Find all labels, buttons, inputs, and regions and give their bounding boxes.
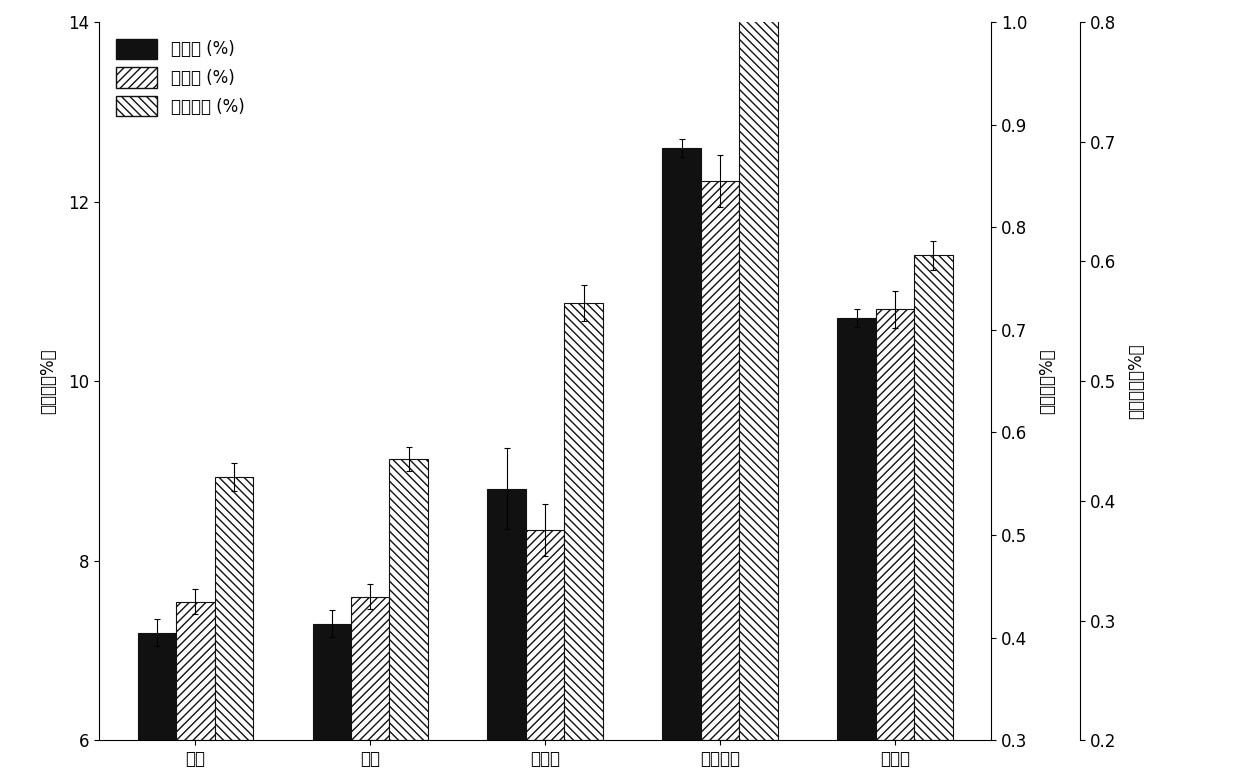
Bar [312,623,351,783]
Y-axis label: 木犊草素（%）: 木犊草素（%） [1127,343,1146,419]
Bar [389,459,427,740]
Bar [487,489,525,783]
Bar [525,530,565,740]
Bar [138,633,176,783]
Legend: 总黄酮 (%), 绻原酸 (%), 木犊草素 (%): 总黄酮 (%), 绻原酸 (%), 木犊草素 (%) [108,31,253,124]
Bar [914,255,953,740]
Bar [701,181,740,740]
Bar [838,319,876,783]
Y-axis label: 总黄酮（%）: 总黄酮（%） [40,348,57,414]
Bar [740,0,778,740]
Bar [351,597,389,740]
Bar [176,602,214,740]
Bar [663,148,701,783]
Y-axis label: 绻原酸（%）: 绻原酸（%） [1038,348,1057,414]
Bar [876,309,914,740]
Bar [565,303,603,740]
Bar [214,477,253,740]
